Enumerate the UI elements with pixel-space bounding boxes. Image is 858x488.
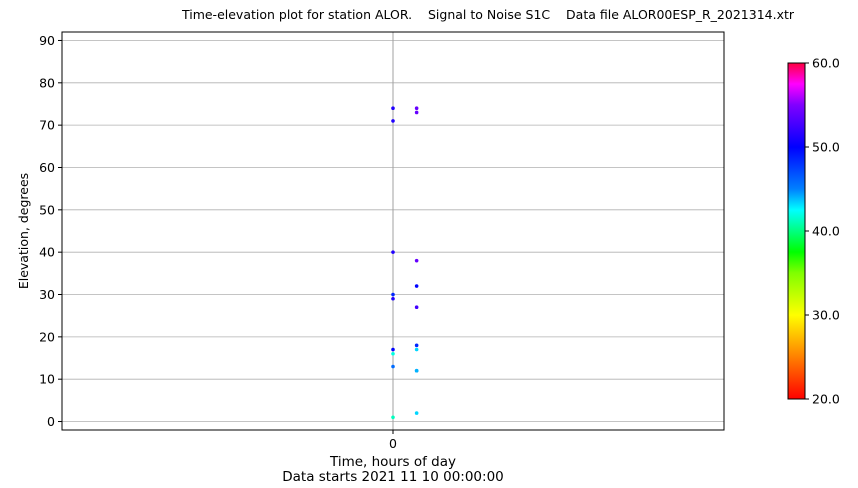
y-axis: 0 10 20 30 40 50 60 70 80 90 bbox=[39, 33, 62, 429]
data-point bbox=[414, 411, 419, 415]
y-axis-label: Elevation, degrees bbox=[16, 173, 31, 289]
data-point bbox=[414, 106, 419, 111]
y-tick-label: 0 bbox=[47, 414, 55, 429]
colorbar-ticks: 20.0 30.0 40.0 50.0 60.0 bbox=[805, 56, 840, 407]
data-point bbox=[391, 415, 395, 420]
y-tick-label: 30 bbox=[39, 287, 55, 302]
colorbar-tick-label: 50.0 bbox=[812, 140, 840, 155]
colorbar-tick-label: 30.0 bbox=[812, 308, 840, 323]
chart-title: Time-elevation plot for station ALOR. Si… bbox=[181, 7, 795, 22]
scatter-points bbox=[391, 106, 419, 420]
y-tick-label: 10 bbox=[39, 372, 55, 387]
y-tick-label: 50 bbox=[39, 202, 55, 217]
y-tick-label: 90 bbox=[39, 33, 55, 48]
data-point bbox=[414, 347, 419, 352]
data-point bbox=[391, 119, 395, 123]
y-tick-label: 40 bbox=[39, 245, 55, 260]
data-point bbox=[391, 292, 395, 297]
x-tick-label: 0 bbox=[389, 436, 397, 451]
colorbar-tick-label: 60.0 bbox=[812, 56, 840, 71]
colorbar-tick-label: 20.0 bbox=[812, 392, 840, 407]
y-tick-label: 60 bbox=[39, 160, 55, 175]
x-axis: 0 bbox=[389, 430, 397, 451]
data-point bbox=[391, 250, 395, 254]
data-point bbox=[391, 347, 395, 352]
data-point bbox=[391, 296, 395, 301]
data-point bbox=[414, 368, 419, 373]
x-axis-sublabel: Data starts 2021 11 10 00:00:00 bbox=[282, 469, 504, 485]
data-point bbox=[391, 364, 395, 369]
colorbar bbox=[787, 62, 806, 400]
data-point bbox=[391, 106, 395, 111]
data-point bbox=[391, 351, 395, 356]
x-axis-label: Time, hours of day bbox=[329, 454, 456, 470]
data-point bbox=[414, 305, 419, 310]
colorbar-tick-label: 40.0 bbox=[812, 224, 840, 239]
y-tick-label: 80 bbox=[39, 75, 55, 90]
data-point bbox=[414, 110, 419, 115]
y-tick-label: 70 bbox=[39, 118, 55, 133]
data-point bbox=[414, 284, 419, 288]
data-point bbox=[414, 258, 419, 263]
data-point bbox=[414, 343, 419, 348]
y-tick-label: 20 bbox=[39, 329, 55, 344]
